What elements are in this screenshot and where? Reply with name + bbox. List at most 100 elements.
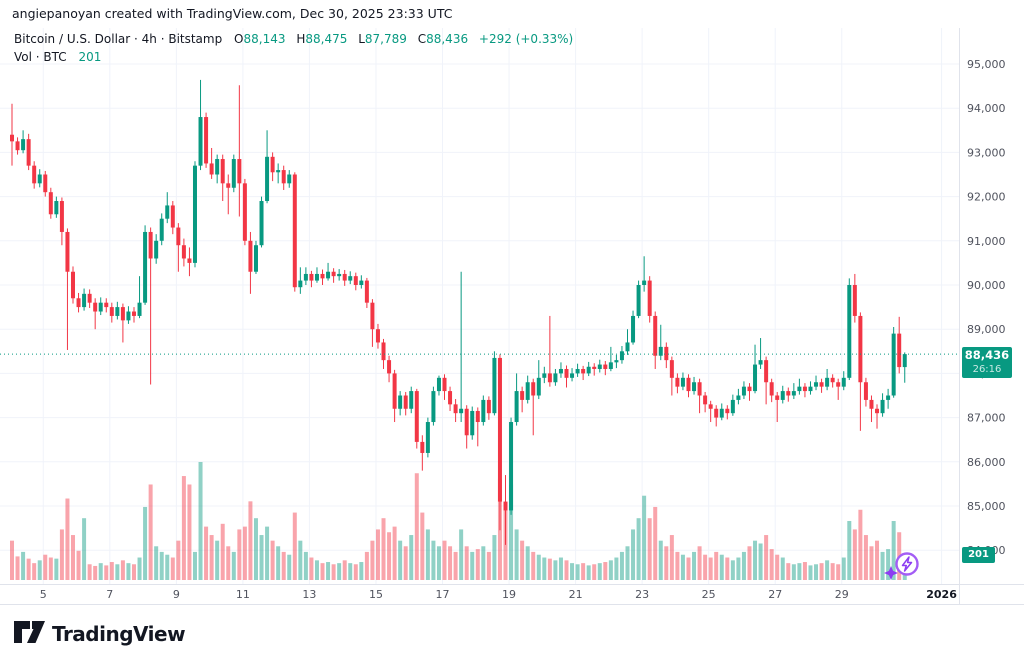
date-tick-label: 25	[702, 588, 716, 601]
volume-bar	[309, 557, 314, 580]
volume-bar	[520, 540, 525, 580]
time-axis[interactable]	[0, 585, 959, 604]
volume-bar	[653, 506, 658, 580]
candle-body	[442, 377, 447, 392]
candle-body	[126, 311, 131, 321]
volume-bar	[43, 554, 48, 580]
volume-bar	[470, 551, 475, 580]
candle-body	[403, 395, 408, 409]
volume-bar	[303, 551, 308, 580]
candle-body	[525, 382, 530, 400]
current-price-badge: 88,436 26:16	[962, 347, 1012, 378]
candle-body	[176, 227, 181, 246]
volume-bar	[370, 540, 375, 580]
candle-body	[658, 346, 663, 356]
volume-bar	[863, 535, 868, 580]
volume-bar	[736, 557, 741, 580]
candle-body	[154, 240, 159, 259]
candle-body	[869, 399, 874, 409]
price-tick-label: 86,000	[967, 456, 1006, 469]
candle-body	[830, 377, 835, 383]
candle-body	[348, 276, 353, 281]
candle-body	[619, 351, 624, 361]
candle-body	[825, 377, 830, 387]
chart-surface[interactable]	[0, 28, 959, 584]
volume-bar	[753, 540, 758, 580]
candle-body	[87, 293, 92, 303]
volume-bar	[65, 498, 70, 580]
volume-bar	[209, 535, 214, 580]
candle-body	[276, 170, 281, 173]
flash-marker[interactable]	[880, 544, 926, 584]
volume-bar	[697, 546, 702, 580]
candle-body	[364, 280, 369, 303]
volume-bar	[220, 523, 225, 580]
date-tick-label: 11	[236, 588, 250, 601]
candle-body	[309, 273, 314, 281]
volume-bar	[869, 546, 874, 580]
volume-bar	[442, 540, 447, 580]
symbol-title[interactable]: Bitcoin / U.S. Dollar · 4h · Bitstamp	[14, 32, 223, 46]
volume-bar	[337, 563, 342, 580]
volume-bar	[703, 554, 708, 580]
candle-body	[215, 159, 220, 175]
volume-bar	[875, 540, 880, 580]
candle-body	[470, 410, 475, 436]
price-tick-label: 91,000	[967, 235, 1006, 248]
candle-body	[26, 139, 31, 166]
candle-body	[270, 156, 275, 173]
ohlc-low: L87,789	[358, 32, 407, 46]
volume-bar	[680, 554, 685, 580]
candle-body	[320, 273, 325, 279]
volume-bar	[231, 551, 236, 580]
candle-body	[547, 373, 552, 383]
candle-body	[431, 391, 436, 423]
volume-bar	[536, 554, 541, 580]
price-tick-label: 95,000	[967, 58, 1006, 71]
volume-indicator-title[interactable]: Vol · BTC	[14, 50, 67, 64]
candle-body	[880, 399, 885, 414]
tradingview-logo[interactable]: TradingView	[12, 616, 192, 648]
candle-body	[104, 302, 109, 308]
current-volume-badge: 201	[962, 547, 995, 563]
volume-bar	[459, 529, 464, 580]
volume-bar	[509, 484, 514, 580]
volume-bar	[564, 560, 569, 580]
volume-bar	[353, 564, 358, 580]
volume-bar	[59, 529, 64, 580]
candle-body	[791, 391, 796, 396]
candle-body	[93, 302, 98, 312]
candle-body	[43, 174, 48, 193]
volume-bar	[791, 564, 796, 580]
volume-bar	[431, 540, 436, 580]
price-axis[interactable]	[960, 28, 1024, 604]
change-value: +292 (+0.33%)	[478, 32, 574, 46]
candle-body	[259, 201, 264, 246]
candle-body	[120, 307, 125, 321]
candle-body	[736, 395, 741, 400]
candle-body	[15, 141, 20, 151]
candle-body	[875, 408, 880, 414]
volume-bar	[764, 535, 769, 580]
candle-body	[459, 408, 464, 414]
volume-bar	[115, 564, 120, 580]
candle-body	[436, 377, 441, 392]
candle-body	[780, 391, 785, 400]
candle-body	[841, 377, 846, 387]
volume-bar	[265, 526, 270, 580]
volume-bar	[575, 564, 580, 580]
candle-body	[187, 258, 192, 263]
volume-bar	[26, 558, 31, 580]
volume-bar	[464, 546, 469, 580]
date-tick-label: 13	[302, 588, 316, 601]
candle-body	[398, 395, 403, 409]
candle-body	[48, 192, 53, 215]
candle-body	[858, 315, 863, 383]
volume-bar	[891, 521, 896, 580]
volume-bar	[392, 526, 397, 580]
date-tick-label: 21	[569, 588, 583, 601]
candle-body	[298, 280, 303, 288]
lightning-bolt-icon	[901, 556, 913, 572]
candle-body	[520, 391, 525, 400]
volume-bar	[87, 564, 92, 580]
